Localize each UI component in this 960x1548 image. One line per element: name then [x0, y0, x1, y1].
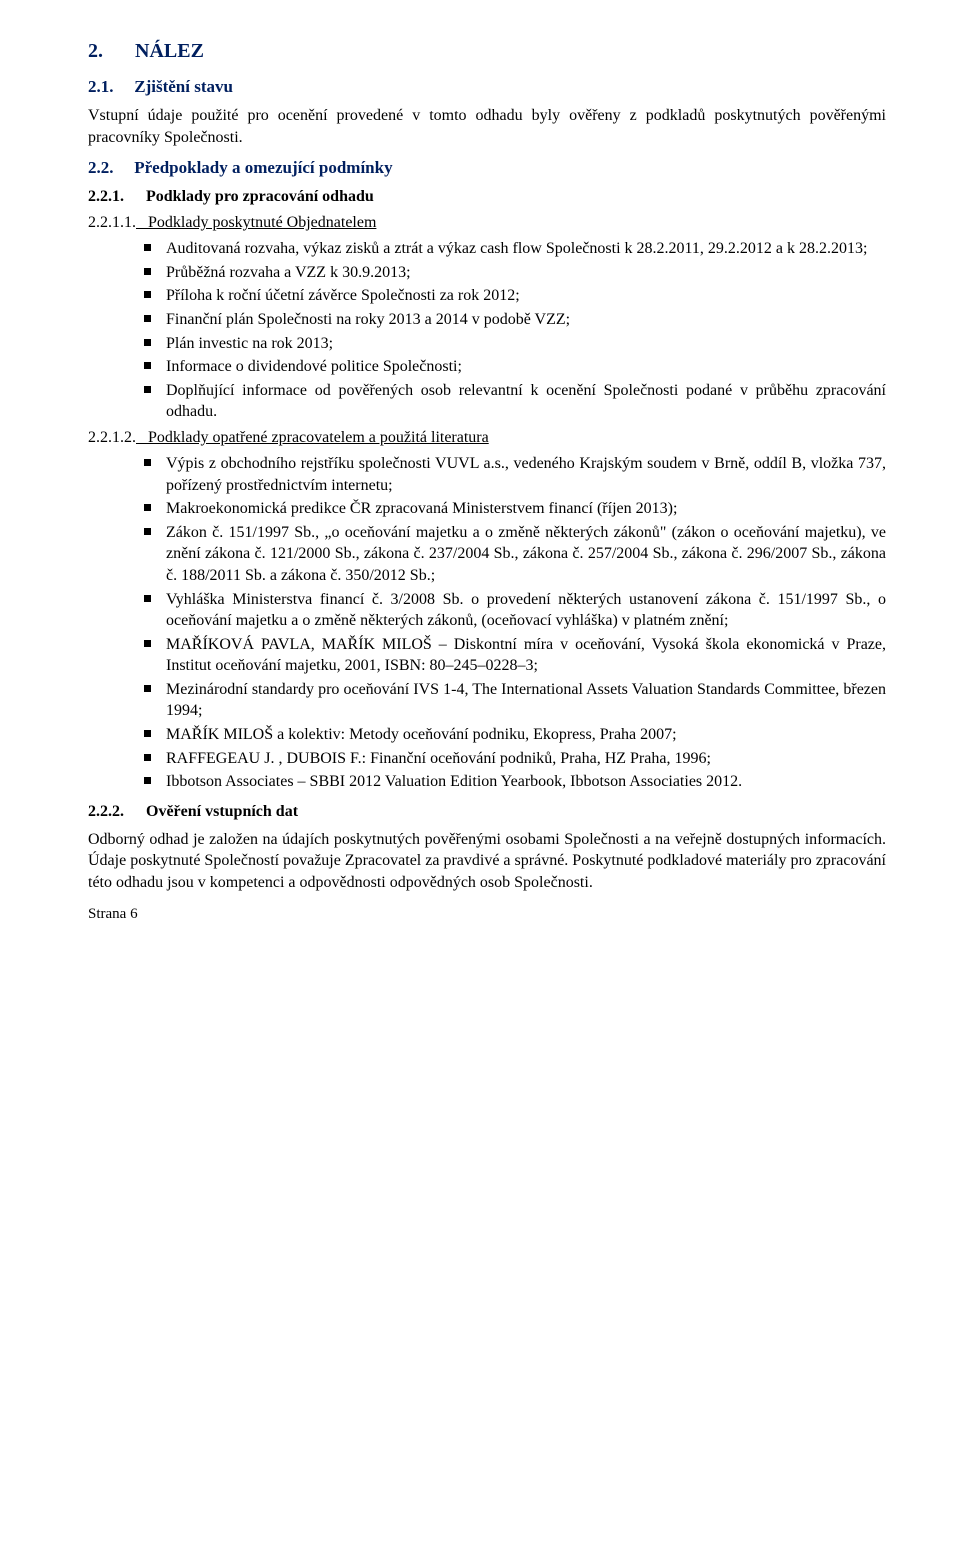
- list-item: MAŘÍKOVÁ PAVLA, MAŘÍK MILOŠ – Diskontní …: [144, 634, 886, 677]
- heading-podklady-zpracovatelem: 2.2.1.2. Podklady opatřené zpracovatelem…: [88, 429, 886, 447]
- list-item: Plán investic na rok 2013;: [144, 333, 886, 355]
- list-item: Informace o dividendové politice Společn…: [144, 356, 886, 378]
- heading-num: 2.2.: [88, 158, 130, 178]
- heading-predpoklady: 2.2. Předpoklady a omezující podmínky: [88, 158, 886, 178]
- heading-zjisteni-stavu: 2.1. Zjištění stavu: [88, 77, 886, 97]
- list-item: Doplňující informace od pověřených osob …: [144, 380, 886, 423]
- list-item: RAFFEGEAU J. , DUBOIS F.: Finanční oceňo…: [144, 748, 886, 770]
- heading-text: Ověření vstupních dat: [146, 803, 298, 820]
- heading-num: 2.2.1.2.: [88, 429, 136, 447]
- heading-text: Podklady poskytnuté Objednatelem: [148, 214, 376, 231]
- list-item: Výpis z obchodního rejstříku společnosti…: [144, 453, 886, 496]
- paragraph: Odborný odhad je založen na údajích posk…: [88, 829, 886, 894]
- heading-num: 2.2.2.: [88, 803, 142, 821]
- list-item: Vyhláška Ministerstva financí č. 3/2008 …: [144, 589, 886, 632]
- heading-text: Podklady pro zpracování odhadu: [146, 188, 374, 205]
- heading-text: Předpoklady a omezující podmínky: [134, 158, 392, 177]
- list-item: Makroekonomická predikce ČR zpracovaná M…: [144, 498, 886, 520]
- heading-text: NÁLEZ: [135, 40, 204, 62]
- bullet-list-2211: Auditovaná rozvaha, výkaz zisků a ztrát …: [144, 238, 886, 423]
- list-item: Finanční plán Společnosti na roky 2013 a…: [144, 309, 886, 331]
- heading-num: 2.2.1.: [88, 188, 142, 206]
- heading-text: Podklady opatřené zpracovatelem a použit…: [148, 429, 489, 446]
- page-footer: Strana 6: [88, 906, 886, 923]
- bullet-list-2212: Výpis z obchodního rejstříku společnosti…: [144, 453, 886, 793]
- heading-overeni-dat: 2.2.2. Ověření vstupních dat: [88, 803, 886, 821]
- heading-nalez: 2. NÁLEZ: [88, 40, 886, 63]
- list-item: Příloha k roční účetní závěrce Společnos…: [144, 285, 886, 307]
- list-item: Mezinárodní standardy pro oceňování IVS …: [144, 679, 886, 722]
- heading-num: 2.: [88, 40, 130, 63]
- heading-text: Zjištění stavu: [134, 77, 233, 96]
- list-item: Zákon č. 151/1997 Sb., „o oceňování maje…: [144, 522, 886, 587]
- heading-podklady-objednatelem: 2.2.1.1. Podklady poskytnuté Objednatele…: [88, 214, 886, 232]
- heading-podklady-zpracovani: 2.2.1. Podklady pro zpracování odhadu: [88, 188, 886, 206]
- heading-num: 2.1.: [88, 77, 130, 97]
- list-item: Auditovaná rozvaha, výkaz zisků a ztrát …: [144, 238, 886, 260]
- document-page: 2. NÁLEZ 2.1. Zjištění stavu Vstupní úda…: [0, 0, 960, 943]
- list-item: Průběžná rozvaha a VZZ k 30.9.2013;: [144, 262, 886, 284]
- list-item: Ibbotson Associates – SBBI 2012 Valuatio…: [144, 771, 886, 793]
- list-item: MAŘÍK MILOŠ a kolektiv: Metody oceňování…: [144, 724, 886, 746]
- heading-num: 2.2.1.1.: [88, 214, 136, 232]
- paragraph: Vstupní údaje použité pro ocenění proved…: [88, 105, 886, 148]
